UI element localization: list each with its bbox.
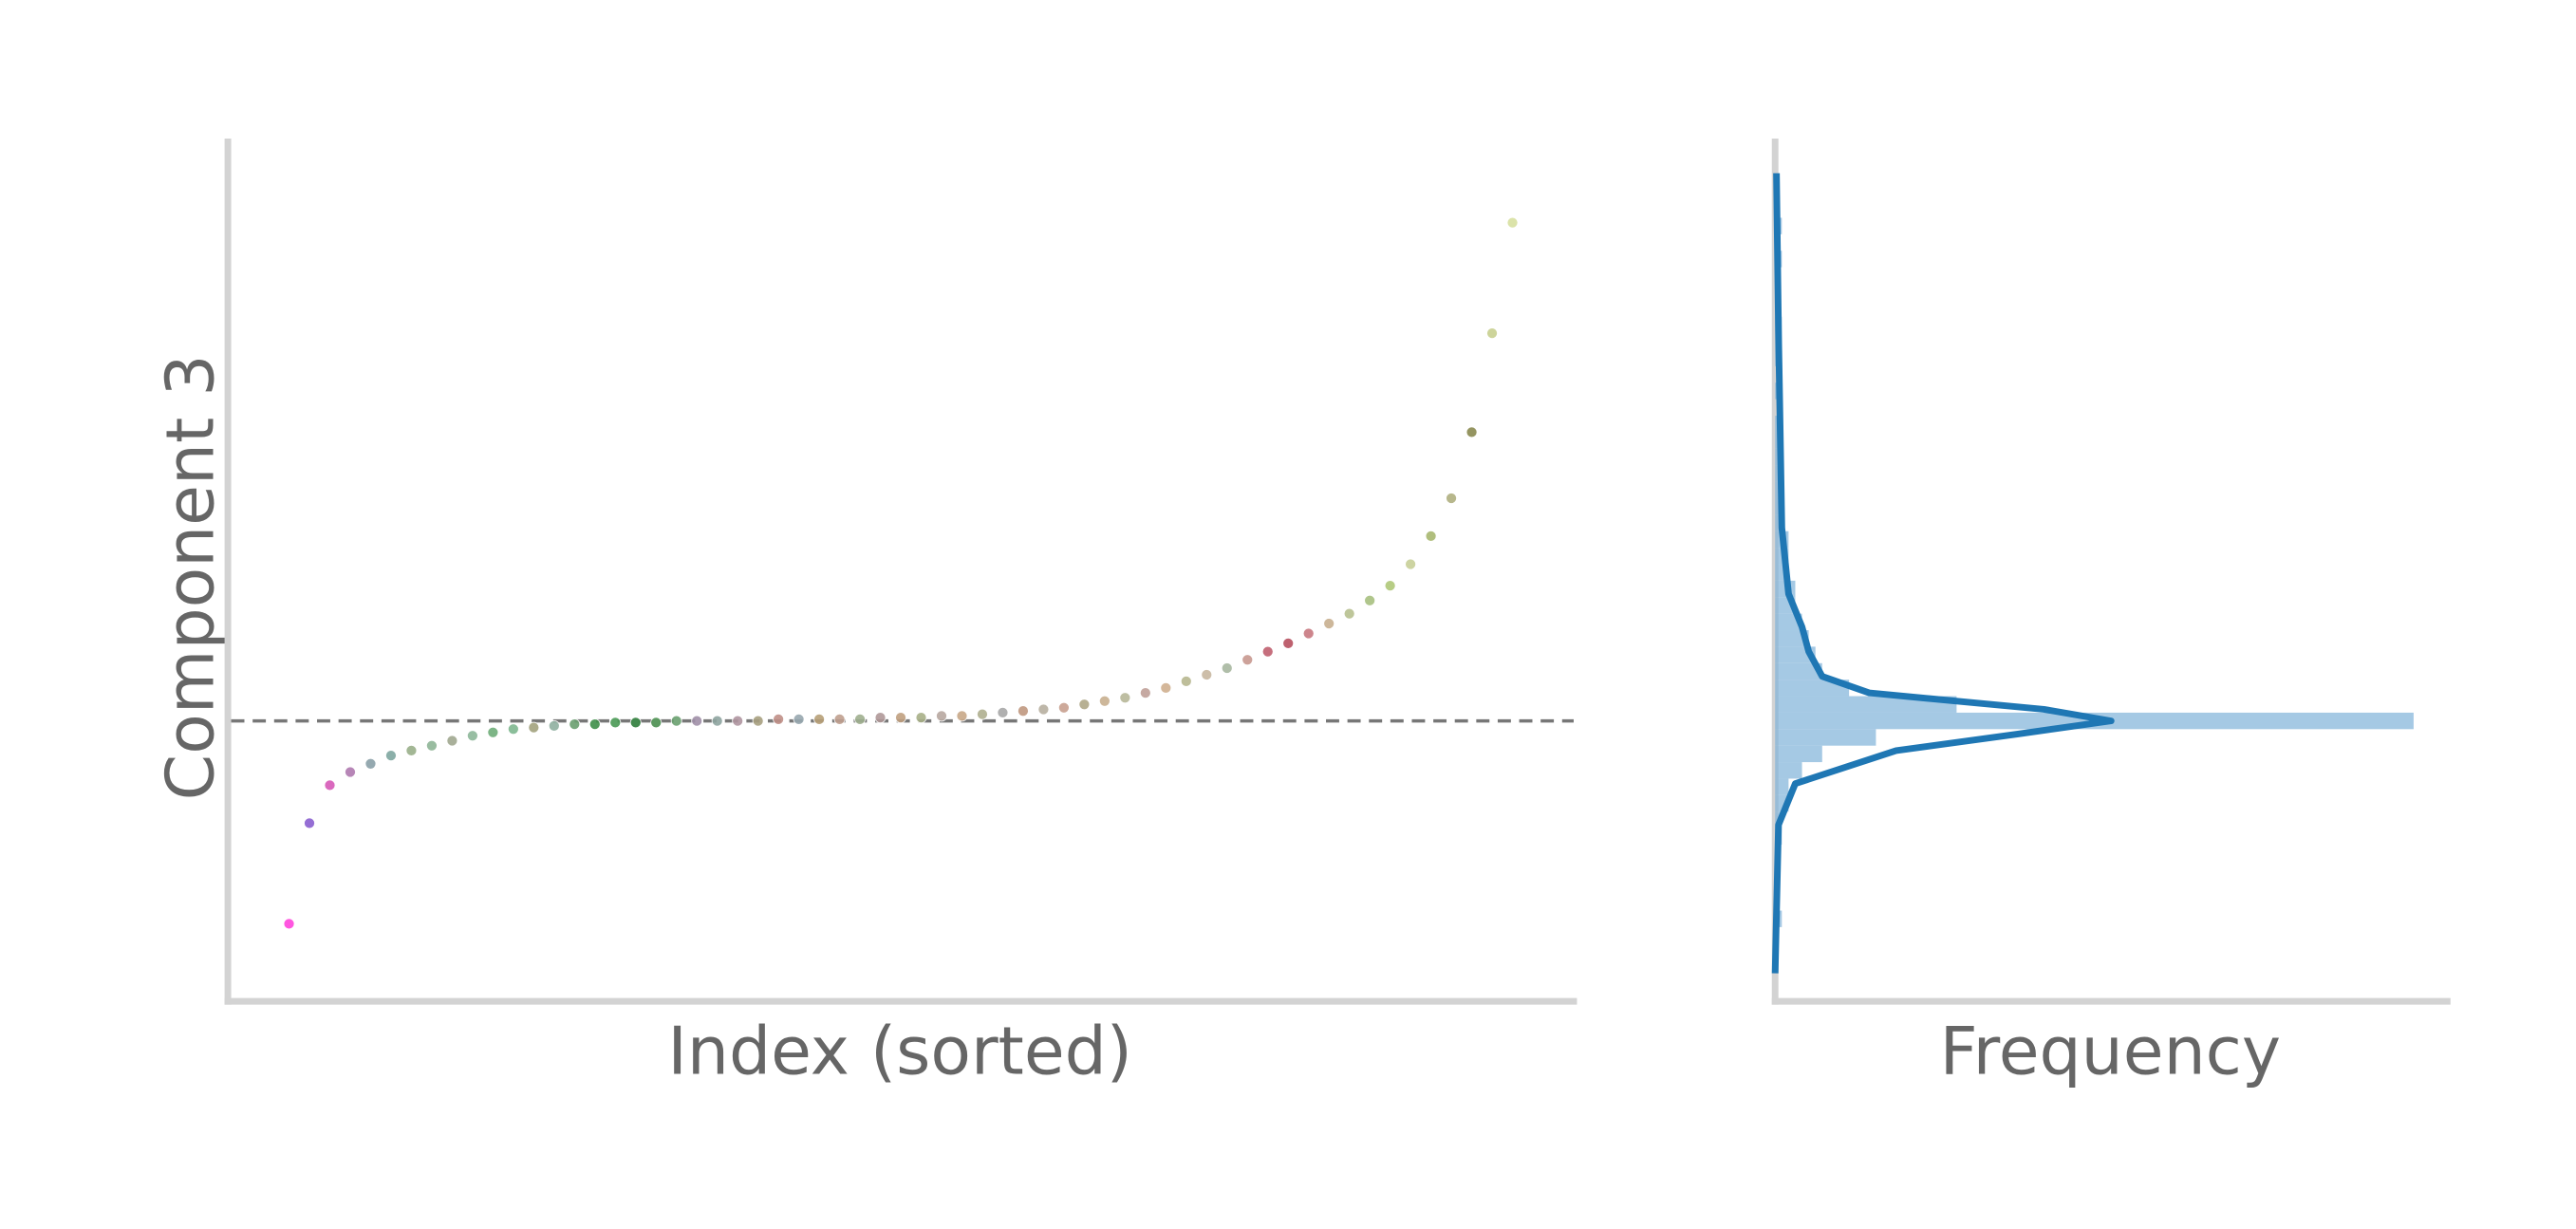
point [344,766,356,778]
point [1017,705,1029,717]
point [324,779,336,791]
point [629,717,642,729]
point [528,721,540,734]
point [1425,530,1437,542]
point [1384,580,1396,592]
point [384,750,397,762]
point [813,713,826,725]
point [1119,692,1131,704]
point [1282,637,1295,649]
point [670,715,682,727]
x-axis-label: Frequency [1940,1014,2281,1090]
point [1241,654,1254,666]
point [1261,645,1274,658]
point [569,718,581,731]
point [752,715,764,727]
point [1201,668,1213,680]
point [1506,216,1519,229]
point [1160,681,1172,694]
histogram-bar [1775,696,1957,713]
histogram-bar [1775,778,1789,795]
point [915,712,927,724]
point [732,715,744,727]
point [283,918,295,930]
point [854,713,867,725]
point [588,718,601,731]
point [874,712,887,724]
point [1465,426,1478,438]
histogram-bar [1775,680,1850,697]
point [1098,695,1111,707]
point [956,710,968,722]
point [793,713,805,725]
x-axis-label: Index (sorted) [667,1014,1132,1090]
y-axis-label: Component 3 [152,354,229,800]
point [895,712,907,724]
point [976,708,988,720]
point [1405,558,1417,570]
point [507,723,519,736]
point [997,706,1009,718]
point [1037,703,1050,716]
point [364,757,377,770]
histogram-bar [1775,662,1822,680]
point [548,719,560,732]
point [1302,627,1315,640]
point [1343,607,1355,620]
kde-line [1771,173,2115,974]
point [935,710,947,722]
point [1139,687,1151,699]
point [1446,492,1458,504]
point [1323,618,1335,630]
point [1221,661,1233,674]
histogram-bar [1775,762,1802,779]
point [650,717,663,729]
point [609,717,622,729]
point [711,715,723,727]
point [405,744,418,756]
point [487,726,499,738]
histogram-bar [1775,630,1809,647]
point [466,730,478,742]
histogram-bar [1775,745,1822,763]
point [691,715,703,727]
point [1486,327,1499,340]
point [446,735,458,747]
point [1057,701,1070,714]
histogram-bar [1775,729,1876,746]
point [833,713,846,725]
point [1364,594,1376,606]
point [1078,698,1091,711]
point [773,713,785,725]
point [304,817,316,829]
point [1180,675,1192,687]
point [425,739,438,752]
